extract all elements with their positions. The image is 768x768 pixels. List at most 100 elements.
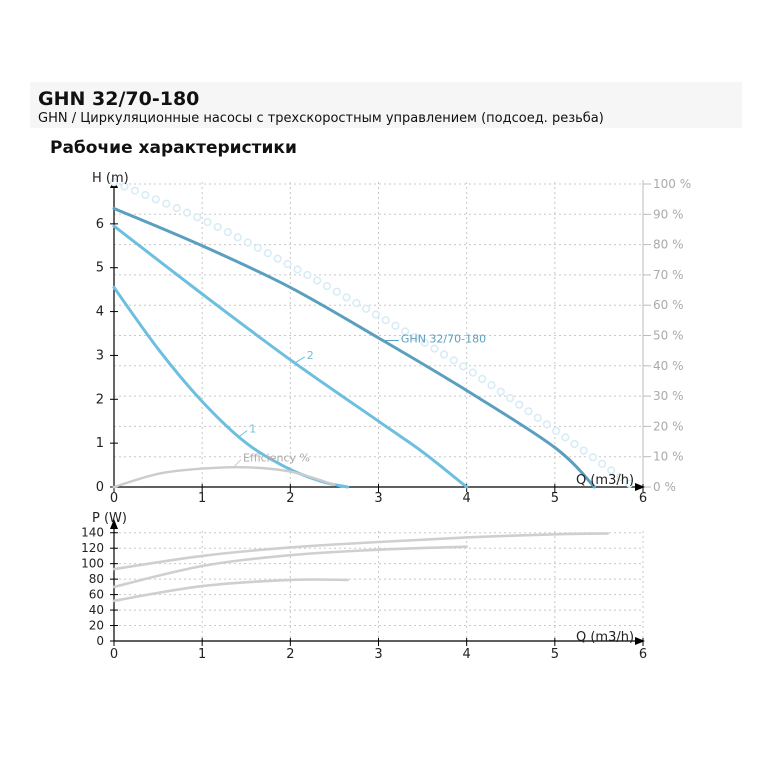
efficiency-dot xyxy=(283,259,292,269)
efficiency-dot xyxy=(141,190,150,200)
efficiency-dot xyxy=(253,243,262,252)
h-y-axis-label: H (m) xyxy=(92,171,129,186)
efficiency-dot xyxy=(506,394,515,403)
efficiency-tick-label: 0 % xyxy=(653,480,676,494)
p-y-tick-label: 80 xyxy=(89,572,104,586)
p-x-tick-label: 3 xyxy=(374,647,382,662)
efficiency-dot xyxy=(322,282,332,291)
p-x-tick-label: 0 xyxy=(110,647,118,662)
h-y-tick-label: 6 xyxy=(96,217,104,232)
efficiency-dot xyxy=(551,426,561,436)
h-x-tick-label: 0 xyxy=(110,491,118,506)
efficiency-tick-label: 20 % xyxy=(653,419,684,433)
efficiency-dot xyxy=(459,362,468,371)
efficiency-dot xyxy=(588,453,598,462)
efficiency-dot xyxy=(371,310,381,319)
efficiency-dot xyxy=(151,195,160,204)
efficiency-dot xyxy=(352,299,361,308)
h-x-tick-label: 4 xyxy=(463,491,471,506)
efficiency-dot xyxy=(223,228,232,237)
efficiency-dot xyxy=(109,178,119,187)
h-x-tick-label: 1 xyxy=(198,491,206,506)
efficiency-tick-label: 10 % xyxy=(653,450,684,464)
p-x-tick-label: 2 xyxy=(286,647,294,662)
efficiency-dot xyxy=(332,287,341,296)
p-x-tick-label: 1 xyxy=(198,647,206,662)
efficiency-dot xyxy=(420,338,429,348)
h-x-tick-label: 2 xyxy=(286,491,294,506)
efficiency-tick-label: 70 % xyxy=(653,268,684,282)
efficiency-dot xyxy=(172,204,181,213)
efficiency-tick-label: 40 % xyxy=(653,359,684,373)
efficiency-dot xyxy=(410,333,420,342)
efficiency-dot xyxy=(607,466,616,475)
efficiency-dot xyxy=(487,381,496,390)
efficiency-dot xyxy=(162,199,171,208)
efficiency-dot xyxy=(233,233,242,242)
h-x-arrow xyxy=(635,483,645,491)
efficiency-dot xyxy=(391,321,400,330)
curve-label: 1 xyxy=(249,422,256,435)
power-curve-2 xyxy=(112,578,349,603)
label-layer: 0 % 10 % 20 % 30 % 40 % 50 % 60 % 70 % 80 % 90 % 1… xyxy=(81,171,691,662)
p-x-axis-label: Q (m3/h) xyxy=(576,630,634,645)
h-curve-speed-2 xyxy=(112,224,469,489)
p-y-tick-label: 60 xyxy=(89,588,104,602)
p-y-axis-label: P (W) xyxy=(92,511,127,526)
header-band xyxy=(30,82,742,128)
efficiency-dot xyxy=(203,218,212,227)
h-y-tick-label: 1 xyxy=(96,436,104,451)
efficiency-dot xyxy=(561,433,570,442)
efficiency-dot xyxy=(193,213,202,222)
efficiency-dot xyxy=(303,270,312,280)
h-y-tick-label: 2 xyxy=(96,392,104,407)
efficiency-dot xyxy=(625,479,634,488)
efficiency-tick-label: 50 % xyxy=(653,329,684,343)
efficiency-tick-label: 80 % xyxy=(653,238,684,252)
efficiency-tick-label: 60 % xyxy=(653,298,684,312)
product-title: GHN 32/70-180 xyxy=(38,88,200,110)
grid-layer xyxy=(114,182,644,641)
p-x-arrow xyxy=(635,637,645,645)
curve-label: 2 xyxy=(307,349,314,362)
h-y-tick-label: 5 xyxy=(96,261,104,276)
efficiency-dot xyxy=(130,186,139,195)
efficiency-tick-label: 100 % xyxy=(653,177,691,191)
efficiency-dot xyxy=(273,254,282,263)
efficiency-dot xyxy=(263,249,272,258)
efficiency-dot xyxy=(616,472,625,482)
p-y-tick-label: 40 xyxy=(89,603,104,617)
efficiency-dot xyxy=(449,356,458,365)
h-x-tick-label: 3 xyxy=(374,491,382,506)
efficiency-dot xyxy=(430,344,439,353)
efficiency-dot xyxy=(342,293,351,302)
efficiency-dot xyxy=(381,316,390,325)
axes-layer xyxy=(110,178,651,646)
efficiency-dot xyxy=(468,368,477,377)
p-x-tick-label: 5 xyxy=(551,647,559,662)
curve-label-leader xyxy=(238,430,248,437)
p-y-tick-label: 120 xyxy=(81,541,104,555)
efficiency-dot xyxy=(533,413,542,422)
p-y-tick-label: 0 xyxy=(96,634,104,648)
efficiency-dot xyxy=(293,265,302,274)
efficiency-dot xyxy=(597,459,607,468)
curve-layer xyxy=(109,178,634,603)
efficiency-dot xyxy=(401,327,410,336)
curve-label-leader xyxy=(232,459,242,469)
h-x-tick-label: 6 xyxy=(639,491,647,506)
efficiency-dot xyxy=(313,276,322,285)
p-y-arrow xyxy=(110,519,118,529)
p-y-tick-label: 20 xyxy=(89,619,104,633)
h-x-axis-label: Q (m3/h) xyxy=(576,473,634,488)
efficiency-tick-label: 90 % xyxy=(653,207,684,221)
curve-label-leader xyxy=(294,356,305,364)
product-subtitle: GHN / Циркуляционные насосы с трехскорос… xyxy=(38,111,604,126)
efficiency-dot xyxy=(524,407,533,416)
p-y-tick-label: 140 xyxy=(81,526,104,540)
h-y-tick-label: 4 xyxy=(96,305,104,320)
efficiency-dot xyxy=(570,439,579,449)
p-x-tick-label: 6 xyxy=(639,647,647,662)
efficiency-tick-label: 30 % xyxy=(653,389,684,403)
